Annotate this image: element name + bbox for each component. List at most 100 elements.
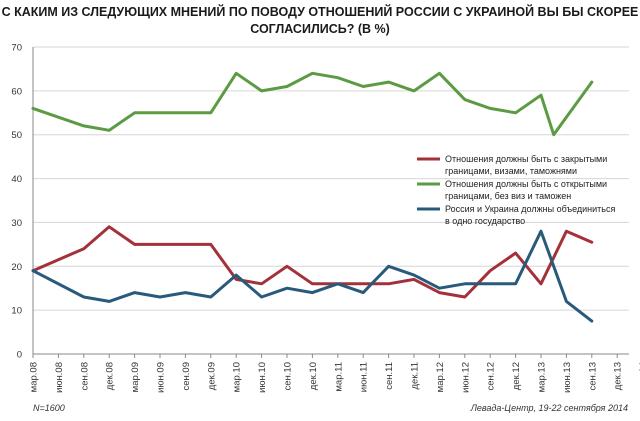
series-1-point-8 <box>260 90 263 92</box>
x-tick-label-24: мар.14 <box>638 362 640 392</box>
x-tick-label-5: июн.09 <box>156 362 167 393</box>
y-tick-label-50: 50 <box>11 130 22 141</box>
x-tick-label-18: сен.12 <box>486 362 497 391</box>
series-line-1 <box>31 71 594 137</box>
series-1-point-15 <box>438 72 441 75</box>
x-tick-label-8: мар.10 <box>232 362 243 392</box>
series-1-point-14 <box>413 90 415 92</box>
y-tick-label-0: 0 <box>17 350 22 361</box>
series-1-point-4 <box>159 111 161 114</box>
series-2-point-20 <box>565 300 568 303</box>
y-tick-label-70: 70 <box>11 43 22 54</box>
series-0-point-7 <box>235 278 237 281</box>
series-2-point-6 <box>210 296 212 298</box>
series-0-point-5 <box>184 243 187 246</box>
series-0-point-17 <box>489 269 492 272</box>
series-1-point-16 <box>464 98 466 101</box>
y-tick-label-10: 10 <box>11 306 22 317</box>
series-1-point-0 <box>32 107 34 110</box>
x-tick-label-4: мар.09 <box>130 362 141 392</box>
series-1-point-6 <box>210 111 212 114</box>
series-1-point-21 <box>591 81 593 83</box>
x-tick-label-1: июн.08 <box>54 362 65 393</box>
series-2-point-0 <box>32 269 34 272</box>
series-2-point-2 <box>108 300 110 303</box>
series-2-point-8 <box>260 296 263 298</box>
series-0-point-20 <box>565 230 568 232</box>
x-tick-label-2: сен.08 <box>79 362 90 391</box>
y-tick-label-20: 20 <box>11 262 22 273</box>
series-0-point-16 <box>464 296 466 298</box>
series-1-point-9 <box>286 85 288 88</box>
series-1-point-13 <box>387 81 390 83</box>
series-2-point-16 <box>464 283 466 285</box>
series-1-point-5 <box>184 111 187 114</box>
x-tick-label-12: мар.11 <box>333 362 344 392</box>
legend-label-0-1: границами, визами, таможнями <box>445 166 577 176</box>
series-2-point-7 <box>235 274 237 276</box>
series-line-0 <box>31 225 594 299</box>
series-1-point-11 <box>337 76 339 79</box>
series-2-point-5 <box>184 291 187 294</box>
source-note: Левада-Центр, 19-22 сентября 2014 <box>470 403 628 413</box>
series-1-point-2 <box>108 129 110 132</box>
sample-size-note: N=1600 <box>33 403 65 413</box>
series-0-point-10 <box>311 283 314 285</box>
x-tick-label-23: дек.13 <box>613 362 624 390</box>
series-2-point-17 <box>489 283 492 285</box>
x-tick-label-10: сен.10 <box>283 362 294 391</box>
x-tick-label-0: мар.08 <box>29 362 40 392</box>
series-0-point-13 <box>387 283 390 285</box>
x-tick-label-16: мар.12 <box>435 362 446 392</box>
series-2-point-9 <box>286 287 288 290</box>
series-0-point-14 <box>413 278 415 281</box>
series-2-point-11 <box>337 283 339 285</box>
series-0-point-3 <box>133 243 136 246</box>
x-tick-label-15: дек.11 <box>410 362 421 389</box>
series-1-point-12 <box>362 85 365 88</box>
series-0-point-21 <box>591 241 593 243</box>
legend-label-2-1: в одно государство <box>445 216 525 226</box>
chart-title-line-2: СОГЛАСИЛИСЬ? (В %) <box>250 22 390 36</box>
y-tick-label-60: 60 <box>11 86 22 97</box>
series-0-point-4 <box>159 243 161 246</box>
series-0-point-8 <box>260 283 263 285</box>
legend-label-0-0: Отношения должны быть с закрытыми <box>445 154 607 164</box>
x-tick-label-13: июн.11 <box>359 362 370 392</box>
legend-label-1-0: Отношения должны быть с открытыми <box>445 179 607 189</box>
series-2-point-4 <box>159 296 161 298</box>
x-tick-label-11: дек.10 <box>308 362 319 390</box>
x-tick-label-7: дек.09 <box>206 362 217 390</box>
x-tick-label-3: дек.08 <box>105 362 116 390</box>
series-2-point-18 <box>514 283 517 285</box>
series-2-point-12 <box>362 291 365 294</box>
x-tick-label-6: сен.09 <box>181 362 192 391</box>
series-0-point-12 <box>362 283 365 285</box>
series-0-point-9 <box>286 265 288 268</box>
series-2-point-21 <box>591 320 593 322</box>
y-tick-label-40: 40 <box>11 174 22 185</box>
x-tick-label-21: июн.13 <box>562 362 573 393</box>
series-0-point-19 <box>540 283 542 285</box>
x-tick-label-20: мар.13 <box>537 362 548 392</box>
legend-label-1-1: границами, без виз и таможен <box>445 191 571 201</box>
series-1-point-17 <box>489 107 492 110</box>
x-tick-label-9: июн.10 <box>257 362 268 393</box>
series-2-point-13 <box>387 265 390 268</box>
series-0-point-2 <box>108 226 110 228</box>
series-2-point-14 <box>413 274 415 276</box>
x-tick-label-17: июн.12 <box>460 362 471 393</box>
series-2-point-19 <box>540 230 542 232</box>
series-2-point-10 <box>311 291 314 294</box>
series-1-point-19 <box>540 94 542 97</box>
series-line-2 <box>31 229 594 323</box>
series-2-point-15 <box>438 287 441 290</box>
x-tick-label-14: сен.11 <box>384 362 395 390</box>
series-1-point-1 <box>83 125 85 127</box>
legend-label-2-0: Россия и Украина должны объединиться <box>445 204 615 214</box>
series-0-point-1 <box>83 247 85 250</box>
y-tick-label-30: 30 <box>11 218 22 229</box>
series-0-point-15 <box>438 291 441 294</box>
series-1-point-10 <box>311 72 314 75</box>
